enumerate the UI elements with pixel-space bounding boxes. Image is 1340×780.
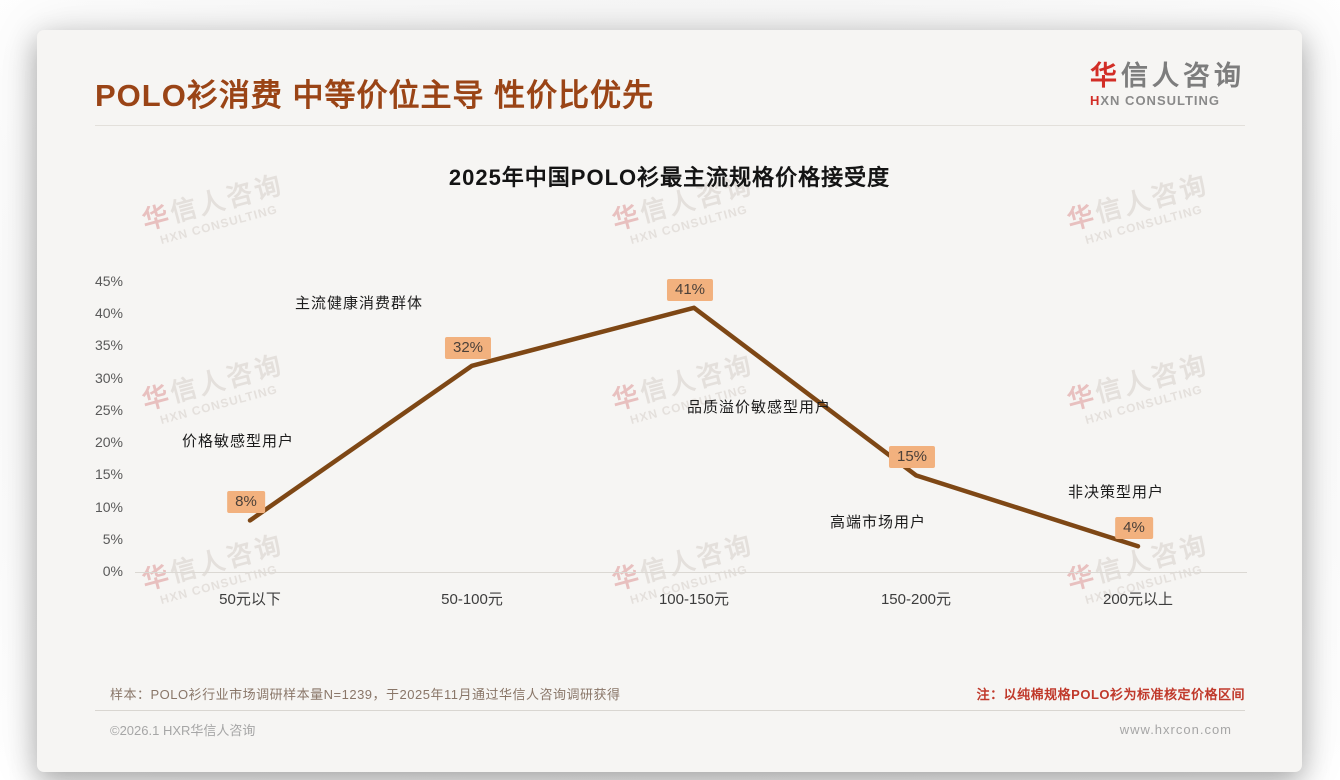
x-axis-line: [135, 572, 1247, 573]
logo-chinese-text: 华信人咨询: [1090, 61, 1245, 91]
y-tick-label: 0%: [102, 563, 123, 579]
x-tick-label: 50-100元: [441, 591, 503, 608]
annotation: 主流健康消费群体: [295, 295, 424, 312]
data-label: 32%: [444, 336, 492, 359]
x-tick-label: 200元以上: [1102, 591, 1174, 608]
sample-note: 样本：POLO衫行业市场调研样本量N=1239，于2025年11月通过华信人咨询…: [110, 687, 621, 702]
x-tick-label: 150-200元: [880, 591, 952, 608]
x-tick-label: 50元以下: [219, 591, 281, 608]
header-divider: [95, 125, 1245, 126]
price-note: 注：以纯棉规格POLO衫为标准核定价格区间: [976, 687, 1245, 702]
watermark: 华信人咨询 HXN CONSULTING: [609, 349, 757, 427]
annotation: 价格敏感型用户: [182, 433, 295, 450]
y-tick-label: 10%: [94, 498, 123, 515]
watermark: 华信人咨询 HXN CONSULTING: [1064, 349, 1212, 427]
data-label: 8%: [227, 491, 265, 514]
y-tick-label: 20%: [94, 434, 123, 451]
annotation: 品质溢价敏感型用户: [687, 399, 832, 416]
y-tick-label: 15%: [94, 466, 123, 483]
y-tick-label: 45%: [94, 273, 123, 289]
annotation: 高端市场用户: [830, 514, 927, 531]
data-label: 15%: [888, 446, 936, 469]
page-title: POLO衫消费 中等价位主导 性价比优先: [95, 78, 655, 113]
data-label: 4%: [1115, 517, 1153, 540]
y-tick-label: 30%: [94, 369, 123, 386]
y-tick-label: 5%: [102, 530, 123, 547]
annotation: 非决策型用户: [1068, 484, 1165, 501]
logo-english-text: HXN CONSULTING: [1090, 93, 1221, 109]
y-tick-label: 40%: [94, 305, 123, 322]
copyright-text: ©2026.1 HXR华信人咨询: [110, 723, 256, 738]
footer-divider: [95, 710, 1245, 711]
data-label: 41%: [666, 278, 714, 301]
y-tick-label: 35%: [94, 337, 123, 354]
company-logo: 华信人咨询 HXN CONSULTING: [1090, 60, 1245, 108]
x-tick-label: 100-150元: [658, 591, 730, 608]
report-slide: 华信人咨询 HXN CONSULTING 华信人咨询 HXN CONSULTING 华信…: [37, 30, 1302, 772]
website-url: www.hxrcon.com: [1119, 722, 1232, 737]
trend-line: [247, 305, 1141, 549]
y-tick-label: 25%: [94, 401, 123, 418]
watermark: 华信人咨询 HXN CONSULTING: [139, 349, 287, 427]
chart-title: 2025年中国POLO衫最主流规格价格接受度: [448, 165, 891, 190]
